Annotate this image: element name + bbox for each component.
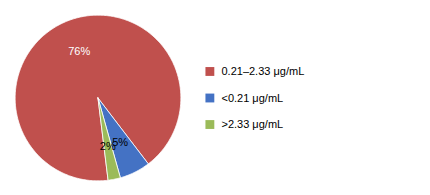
- svg-text:0.21–2.33 μg/mL: 0.21–2.33 μg/mL: [221, 65, 304, 77]
- svg-text:<0.21 μg/mL: <0.21 μg/mL: [221, 92, 283, 104]
- svg-text:76%: 76%: [68, 45, 90, 57]
- svg-text:2%: 2%: [100, 140, 116, 152]
- svg-text:>2.33 μg/mL: >2.33 μg/mL: [221, 118, 283, 130]
- svg-text:5%: 5%: [112, 136, 129, 148]
